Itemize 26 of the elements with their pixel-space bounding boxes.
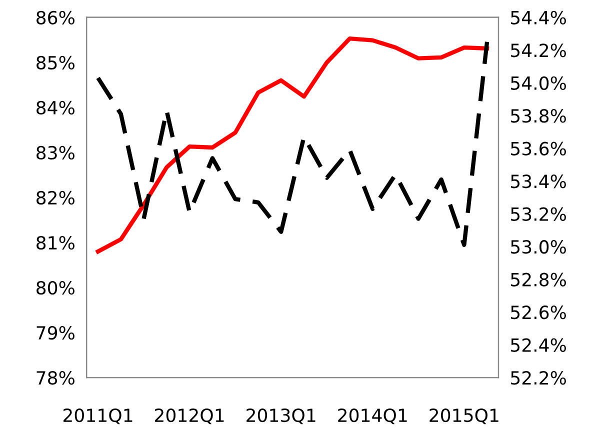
y2-tick-label: 52.2% (511, 371, 566, 385)
x-tick-label: 2013Q1 (246, 408, 316, 424)
y-tick-label: 84% (36, 100, 74, 115)
y-tick-label: 86% (36, 10, 74, 24)
y2-tick-label: 54.2% (511, 44, 566, 58)
y2-tick-label: 53.6% (511, 142, 566, 156)
y2-tick-label: 54.0% (511, 76, 566, 90)
y2-tick-label: 52.4% (511, 338, 566, 352)
x-tick-label: 2015Q1 (430, 408, 498, 424)
y2-tick-label: 53.8% (511, 109, 566, 123)
x-tick-label: 2011Q1 (64, 408, 132, 424)
y2-tick-label: 53.2% (511, 207, 566, 221)
y-tick-label: 85% (36, 56, 74, 70)
y-tick-label: 80% (36, 280, 74, 295)
y-tick-label: 83% (36, 146, 74, 160)
x-tick-label: 2012Q1 (155, 408, 224, 424)
y-tick-label: 81% (36, 236, 74, 250)
y-tick-label: 78% (36, 371, 74, 385)
x-tick-label: 2014Q1 (338, 408, 407, 424)
y2-tick-label: 52.6% (511, 306, 566, 320)
y2-tick-label: 53.4% (511, 174, 566, 188)
y2-tick-label: 54.4% (511, 10, 566, 24)
y-tick-label: 79% (36, 326, 74, 340)
y2-tick-label: 52.8% (511, 272, 566, 286)
y2-tick-label: 53.0% (511, 240, 566, 254)
y-tick-label: 82% (36, 190, 74, 205)
